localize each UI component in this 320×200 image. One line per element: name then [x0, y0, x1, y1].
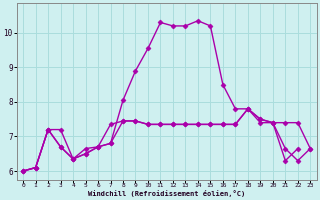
X-axis label: Windchill (Refroidissement éolien,°C): Windchill (Refroidissement éolien,°C) [88, 190, 245, 197]
